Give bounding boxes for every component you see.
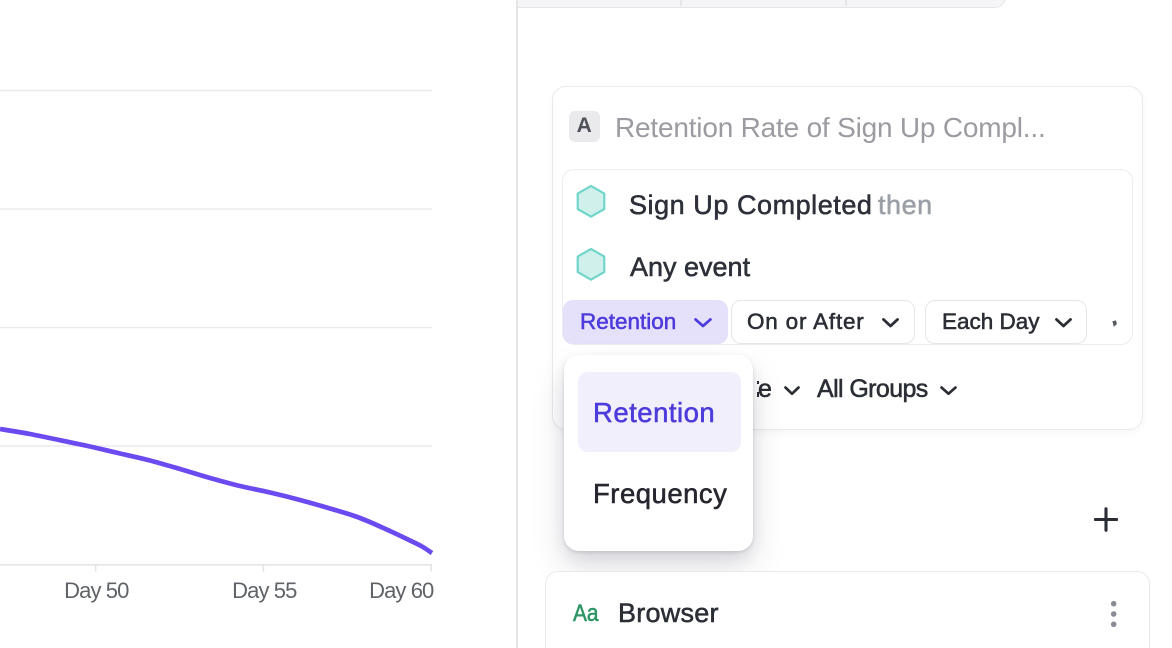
svg-text:Day 55: Day 55 bbox=[232, 578, 297, 603]
svg-text:Day 50: Day 50 bbox=[64, 578, 129, 603]
svg-text:Day 60: Day 60 bbox=[369, 578, 434, 603]
